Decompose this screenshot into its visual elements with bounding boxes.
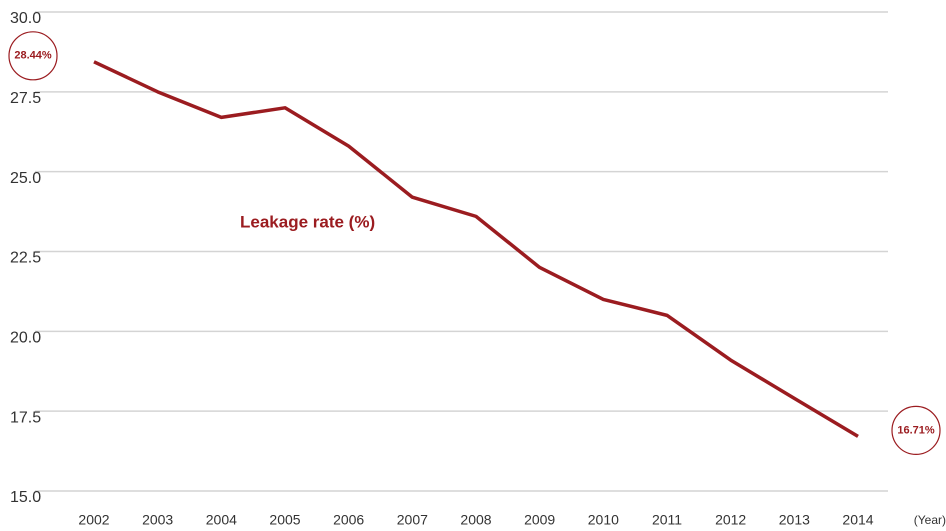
x-tick-label: 2011 (652, 512, 682, 528)
x-axis-label: (Year) (914, 513, 946, 527)
x-tick-label: 2003 (142, 512, 173, 528)
x-tick-label: 2007 (397, 512, 428, 528)
x-tick-label: 2004 (206, 512, 237, 528)
series-label: Leakage rate (%) (240, 212, 375, 231)
y-tick-label: 15.0 (10, 489, 41, 506)
y-tick-label: 17.5 (10, 409, 41, 426)
y-tick-label: 25.0 (10, 170, 41, 187)
x-tick-label: 2013 (779, 512, 810, 528)
y-tick-label: 30.0 (10, 10, 41, 27)
y-tick-label: 27.5 (10, 90, 41, 107)
x-tick-label: 2006 (333, 512, 364, 528)
x-tick-label: 2002 (78, 512, 109, 528)
x-tick-label: 2008 (460, 512, 491, 528)
x-tick-label: 2012 (715, 512, 746, 528)
x-tick-label: 2014 (842, 512, 873, 528)
data-line (93, 60, 859, 438)
annotation-circle (8, 31, 58, 81)
x-tick-label: 2010 (588, 512, 619, 528)
annotation-circle (891, 405, 941, 455)
data-label: 28.44% (14, 50, 52, 62)
x-tick-label: 2005 (269, 512, 300, 528)
data-label: 16.71% (897, 424, 935, 436)
x-tick-label: 2009 (524, 512, 555, 528)
y-tick-label: 22.5 (10, 250, 41, 267)
y-tick-label: 20.0 (10, 330, 41, 347)
